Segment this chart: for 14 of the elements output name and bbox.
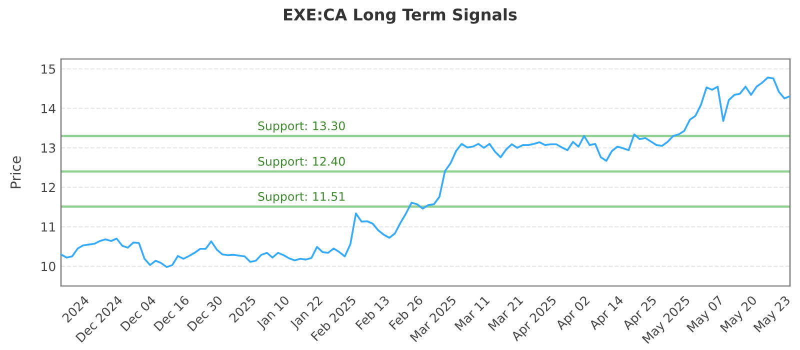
x-tick-label: Jan 10 bbox=[256, 295, 292, 331]
y-tick-label: 12 bbox=[42, 182, 55, 192]
ref-line-label: Support: 13.30 bbox=[258, 121, 345, 133]
ref-line-label: Support: 11.51 bbox=[258, 192, 345, 204]
line-series bbox=[61, 76, 790, 268]
ref-line-label: Support: 12.40 bbox=[258, 156, 345, 168]
x-tick-label: Feb 13 bbox=[354, 295, 390, 330]
y-tick-label: 10 bbox=[42, 262, 56, 272]
y-tick-label: 15 bbox=[42, 64, 56, 74]
chart-title: EXE:CA Long Term Signals bbox=[284, 8, 517, 24]
y-tick-label: 13 bbox=[42, 143, 56, 153]
y-axis-title: Price bbox=[10, 156, 21, 188]
y-tick-label: 14 bbox=[42, 104, 56, 114]
y-tick-label: 11 bbox=[42, 222, 55, 232]
